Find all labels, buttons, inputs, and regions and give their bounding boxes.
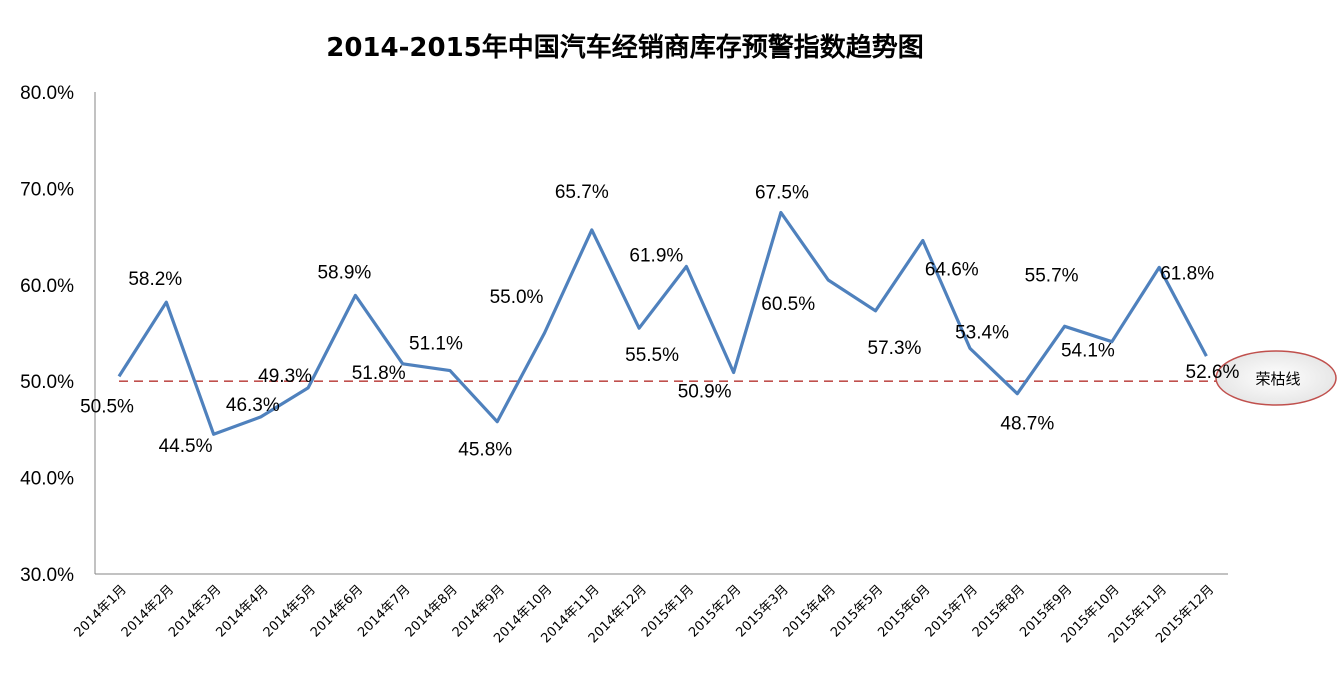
data-label: 44.5%: [159, 436, 213, 457]
data-label: 57.3%: [868, 338, 922, 359]
x-tick-labels: 2014年1月2014年2月2014年3月2014年4月2014年5月2014年…: [72, 582, 1218, 646]
data-label: 55.5%: [625, 345, 679, 366]
data-label: 51.8%: [352, 363, 406, 384]
series-line-group: [117, 210, 1208, 436]
data-label: 61.9%: [629, 245, 683, 266]
data-label: 60.5%: [761, 294, 815, 315]
y-tick-label: 80.0%: [20, 83, 74, 104]
data-label: 45.8%: [458, 440, 512, 461]
data-label: 61.8%: [1160, 263, 1214, 284]
y-tick-label: 30.0%: [20, 565, 74, 586]
y-tick-label: 40.0%: [20, 469, 74, 490]
data-label: 50.9%: [678, 382, 732, 403]
data-label: 50.5%: [80, 396, 134, 417]
data-label: 58.9%: [317, 262, 371, 283]
data-label: 55.0%: [490, 287, 544, 308]
y-tick-labels: 30.0% 40.0% 50.0% 60.0% 70.0% 80.0%: [20, 83, 74, 586]
data-label: 58.2%: [128, 269, 182, 290]
data-label: 52.6%: [1186, 362, 1240, 383]
data-label: 48.7%: [1000, 414, 1054, 435]
data-label: 65.7%: [555, 182, 609, 203]
y-tick-label: 70.0%: [20, 179, 74, 200]
series-line: [117, 210, 1208, 436]
reference-line-group: 荣枯线: [119, 350, 1337, 406]
y-tick-label: 50.0%: [20, 372, 74, 393]
data-label: 53.4%: [955, 322, 1009, 343]
reference-label-ellipse: [1215, 350, 1337, 406]
data-label: 46.3%: [226, 395, 280, 416]
data-label: 49.3%: [258, 366, 312, 387]
data-labels: 50.5% 58.2% 44.5% 46.3% 49.3% 58.9% 51.8%51.1%…: [80, 182, 1239, 461]
reference-line-label: 荣枯线: [1255, 370, 1300, 388]
axes: [94, 92, 1228, 575]
data-label: 54.1%: [1061, 341, 1115, 362]
y-tick-label: 60.0%: [20, 276, 74, 297]
data-label: 67.5%: [755, 183, 809, 204]
chart-title: 2014-2015年中国汽车经销商库存预警指数趋势图: [326, 32, 924, 63]
data-label: 51.1%: [409, 334, 463, 355]
data-label: 64.6%: [925, 259, 979, 280]
data-label: 55.7%: [1025, 265, 1079, 286]
